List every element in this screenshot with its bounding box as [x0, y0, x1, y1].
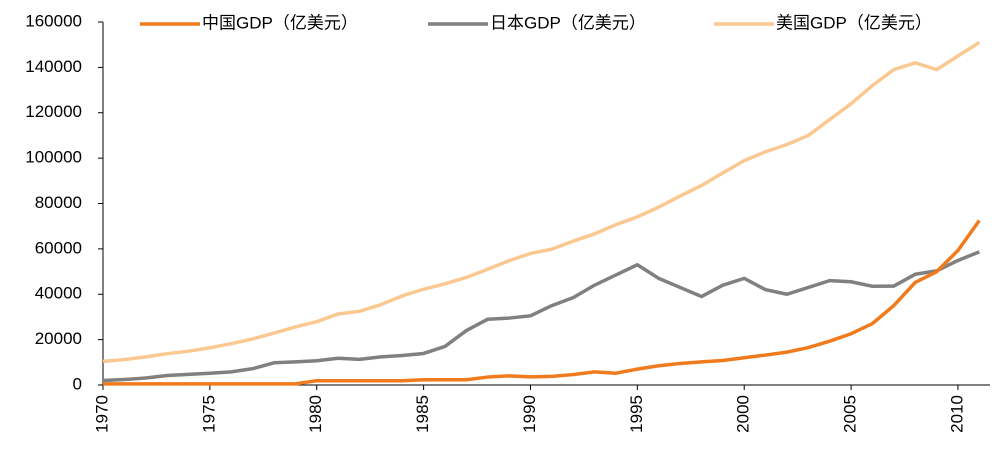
x-tick-label: 2005 [841, 395, 860, 433]
y-tick-label: 120000 [25, 102, 82, 121]
x-tick-label: 1985 [413, 395, 432, 433]
legend-label: 美国GDP（亿美元） [776, 13, 932, 32]
y-tick-label: 80000 [35, 193, 82, 212]
x-tick-label: 2010 [947, 395, 966, 433]
x-tick-label: 1995 [627, 395, 646, 433]
series-line [102, 250, 980, 383]
y-tick-label: 160000 [25, 11, 82, 30]
series-line [103, 219, 981, 386]
x-tick-label: 1975 [199, 395, 218, 433]
y-tick-label: 60000 [35, 238, 82, 257]
y-tick-label: 0 [73, 374, 82, 393]
x-tick-label: 2000 [734, 395, 753, 433]
x-tick-label: 1980 [306, 395, 325, 433]
x-tick-label: 1990 [520, 395, 539, 433]
y-tick-label: 40000 [35, 284, 82, 303]
series-line [102, 40, 981, 364]
y-tick-label: 20000 [35, 329, 82, 348]
legend-label: 中国GDP（亿美元） [202, 13, 358, 32]
legend-label: 日本GDP（亿美元） [490, 13, 646, 32]
y-tick-label: 140000 [25, 57, 82, 76]
x-tick-label: 1970 [92, 395, 111, 433]
y-tick-label: 100000 [25, 148, 82, 167]
